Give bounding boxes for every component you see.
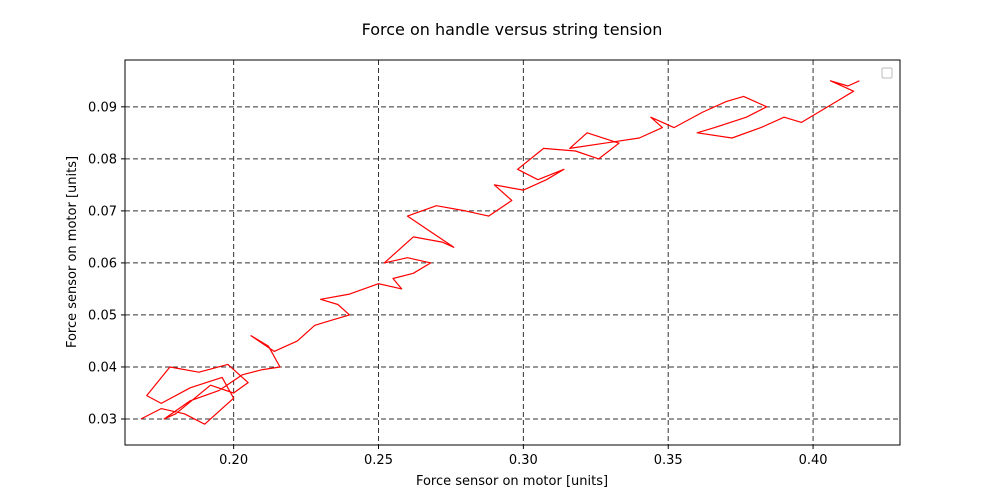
legend-box (881, 67, 893, 79)
y-axis-label: Force sensor on motor [units] (65, 156, 80, 348)
y-tick-label: 0.09 (88, 100, 117, 115)
x-tick-label: 0.30 (509, 453, 538, 468)
y-tick-label: 0.08 (88, 152, 117, 167)
y-tick-label: 0.07 (88, 204, 117, 219)
y-tick-label: 0.04 (88, 360, 117, 375)
x-axis-label: Force sensor on motor [units] (416, 474, 608, 489)
grid (125, 60, 900, 445)
chart-title: Force on handle versus string tension (362, 20, 663, 39)
x-tick-label: 0.40 (799, 453, 828, 468)
x-tick-label: 0.35 (654, 453, 683, 468)
x-tick-label: 0.25 (364, 453, 393, 468)
x-tick-label: 0.20 (219, 453, 248, 468)
y-tick-label: 0.03 (88, 412, 117, 427)
y-tick-label: 0.06 (88, 256, 117, 271)
series-line (140, 80, 860, 425)
y-tick-label: 0.05 (88, 308, 117, 323)
tick-layer: 0.20 0.25 0.30 0.35 0.40 0.03 0.04 0.05 0.06 0.07… (88, 100, 828, 468)
series-layer (140, 80, 860, 425)
plot-frame (124, 59, 901, 446)
